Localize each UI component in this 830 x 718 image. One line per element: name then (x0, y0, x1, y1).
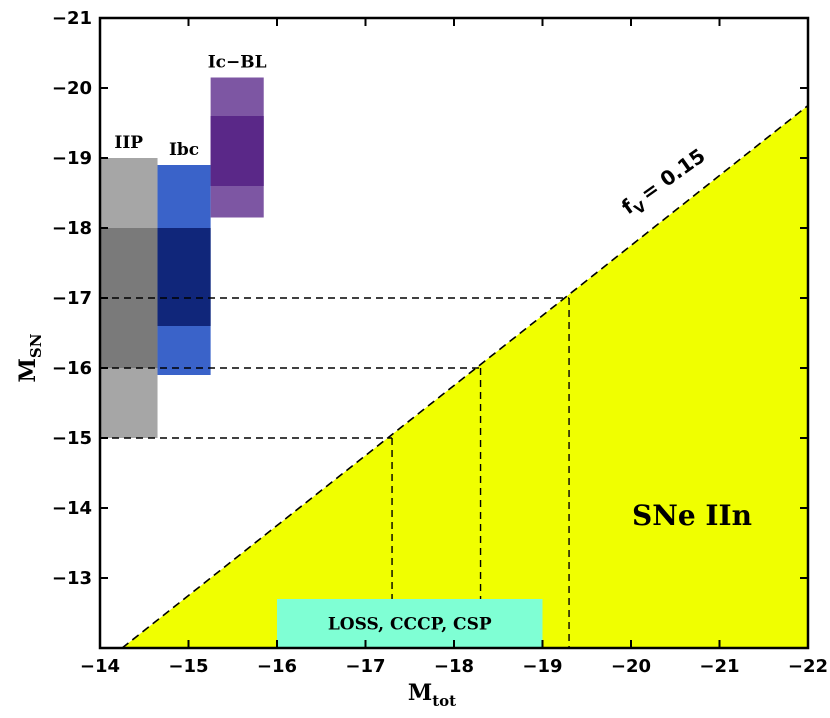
y-axis-label-sub: SN (27, 333, 45, 358)
y-axis-label-main: M (15, 358, 41, 382)
y-tick-label-6: −19 (52, 148, 92, 169)
tick-layer: −14 −15 −16 −17 −18 −19 −20 −21 −22 −13 −14 −15 −16 −… (52, 8, 828, 677)
y-tick-label-4: −17 (52, 288, 92, 309)
y-tick-label-1: −14 (52, 498, 92, 519)
survey-box (277, 599, 543, 648)
y-tick-label-8: −21 (52, 8, 92, 29)
x-tick-label-3: −17 (345, 656, 385, 677)
y-tick-label-3: −16 (52, 358, 92, 379)
x-tick-label-7: −21 (699, 656, 739, 677)
band-inner-1 (157, 228, 211, 326)
x-axis-label-main: M (408, 680, 432, 706)
region-label: SNe IIn (632, 499, 752, 532)
x-tick-label-4: −18 (434, 656, 474, 677)
y-tick-label-7: −20 (52, 78, 92, 99)
line-layer (121, 104, 809, 649)
band-label-2: Ic−BL (208, 53, 267, 73)
box-layer: LOSS, CCCP, CSP (277, 599, 543, 648)
y-tick-label-0: −13 (52, 568, 92, 589)
fv-boundary-line (121, 104, 809, 649)
band-layer (100, 77, 264, 438)
band-label-1: Ibc (169, 140, 199, 160)
survey-box-label: LOSS, CCCP, CSP (328, 615, 492, 635)
x-axis-label-sub: tot (432, 692, 456, 710)
x-tick-label-5: −19 (522, 656, 562, 677)
y-tick-label-2: −15 (52, 428, 92, 449)
x-tick-label-1: −15 (168, 656, 208, 677)
y-tick-label-5: −18 (52, 218, 92, 239)
band-label-0: IIP (114, 133, 143, 153)
x-tick-label-6: −20 (611, 656, 651, 677)
x-tick-label-0: −14 (80, 656, 120, 677)
label-layer: IIP Ibc Ic−BL (114, 53, 266, 161)
band-inner-2 (210, 116, 264, 186)
y-axis-label: MSN (15, 333, 45, 382)
x-axis-label: Mtot (408, 680, 456, 710)
x-tick-label-2: −16 (257, 656, 297, 677)
x-tick-label-8: −22 (788, 656, 828, 677)
